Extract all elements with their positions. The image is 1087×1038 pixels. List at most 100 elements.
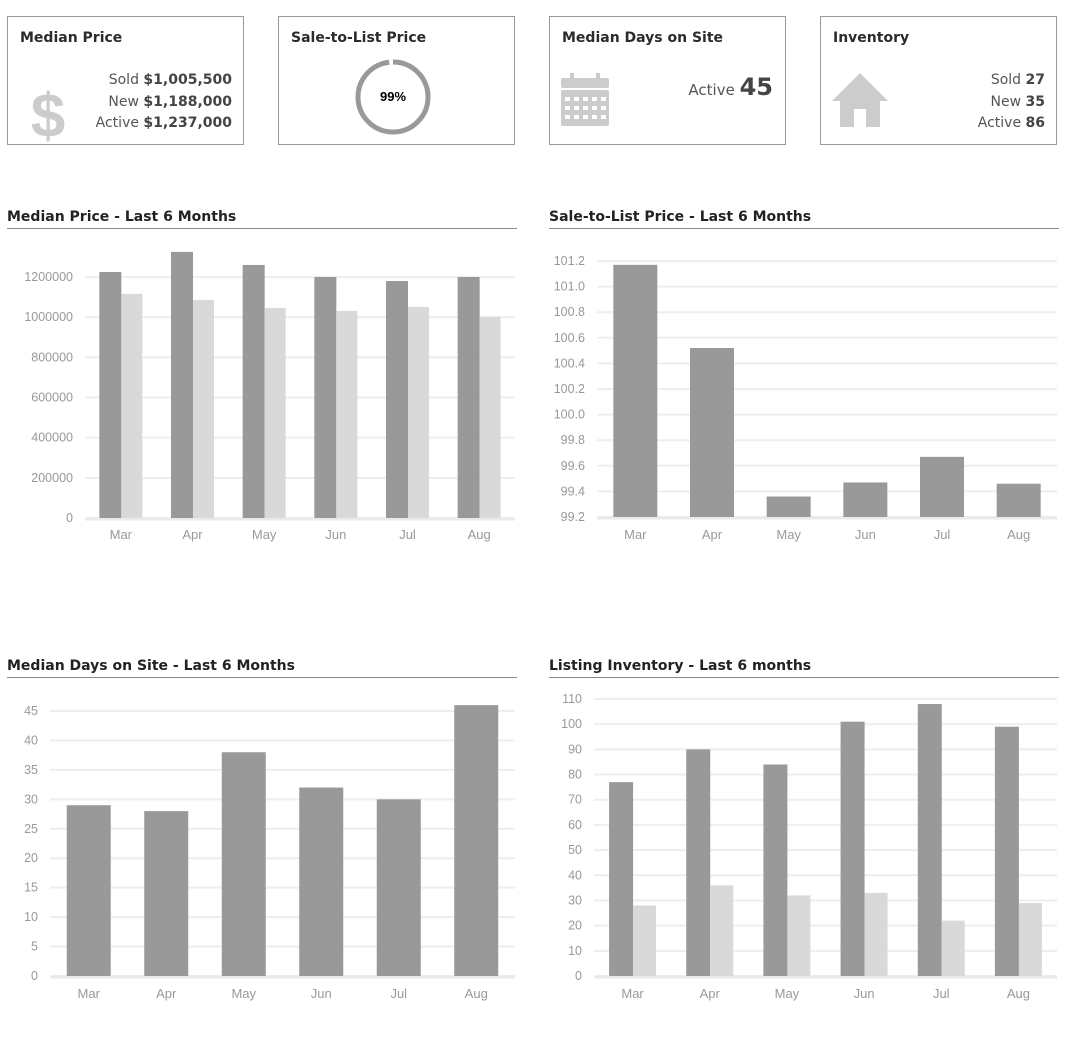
bar-light-mar [121,293,143,518]
y-tick-label: 99.4 [561,484,585,498]
y-tick-label: 100.0 [554,408,585,422]
y-tick-label: 101.0 [554,280,585,294]
listing-inventory-chart: Listing Inventory - Last 6 months 0 10 20 3… [549,658,1059,1028]
median-price-chart: Median Price - Last 6 Months 0 200000 4000… [7,209,517,569]
y-tick-label: 0 [31,969,38,983]
bar-light-apr [710,885,734,976]
x-tick-label: Mar [78,986,101,1001]
x-tick-label: May [776,527,801,542]
y-tick-label: 100.6 [554,331,585,345]
chart-title: Sale-to-List Price - Last 6 Months [549,209,1059,229]
x-tick-label: Jul [399,527,416,542]
bar-light-may [264,307,286,518]
sale-to-list-chart: Sale-to-List Price - Last 6 Months 99.2 9… [549,209,1059,569]
bar-dark-mar [99,271,122,518]
bar-dark-jun [299,787,344,976]
x-tick-label: Apr [700,986,721,1001]
y-tick-label: 90 [568,742,582,756]
y-tick-label: 99.6 [561,459,585,473]
y-tick-label: 1000000 [24,310,73,324]
bar-dark-jul [920,456,964,517]
chart-title: Median Days on Site - Last 6 Months [7,658,517,678]
chart-title: Median Price - Last 6 Months [7,209,517,229]
bar-light-aug [479,316,501,518]
bar-dark-mar [66,805,111,976]
calendar-icon [561,73,609,126]
inventory-card: Inventory Sold 27 New 35 Active 86 [820,16,1057,145]
y-tick-label: 70 [568,793,582,807]
new-count-row: New 35 [990,93,1045,110]
bar-light-jun [336,310,358,518]
y-tick-label: 50 [568,843,582,857]
new-price-row: New $1,188,000 [108,93,232,110]
bar-light-jun [864,892,888,976]
x-tick-label: May [231,986,256,1001]
bar-dark-may [766,496,811,517]
x-tick-label: Jul [933,986,950,1001]
svg-text:$: $ [31,85,65,143]
y-tick-label: 200000 [31,471,73,485]
bar-dark-aug [454,705,499,976]
x-tick-label: May [252,527,277,542]
sale-to-list-card: Sale-to-List Price 99% [278,16,515,145]
x-tick-label: Apr [702,527,723,542]
sold-price-row: Sold $1,005,500 [108,72,232,88]
y-tick-label: 0 [66,511,73,525]
card-title: Median Price [20,30,123,46]
bar-dark-aug [994,726,1019,976]
y-tick-label: 10 [24,910,38,924]
x-tick-label: Mar [110,527,133,542]
bar-dark-mar [609,782,634,976]
bar-dark-jun [314,277,337,518]
x-tick-label: Jun [311,986,332,1001]
y-tick-label: 800000 [31,350,73,364]
y-tick-label: 100.4 [554,356,585,370]
bar-light-apr [193,299,214,518]
median-price-card: Median Price $ Sold $1,005,500 New $1,18… [7,16,244,145]
y-tick-label: 110 [562,692,582,706]
y-tick-label: 40 [24,733,38,747]
y-tick-label: 15 [24,881,38,895]
x-tick-label: Mar [624,527,647,542]
y-tick-label: 45 [24,704,38,718]
y-tick-label: 20 [24,851,38,865]
y-tick-label: 101.2 [554,254,585,268]
bar-dark-jun [840,721,865,976]
x-tick-label: Aug [1007,527,1030,542]
active-days: Active 45 [688,73,773,101]
bar-light-aug [1018,902,1042,976]
y-tick-label: 30 [24,792,38,806]
x-tick-label: Apr [156,986,177,1001]
bar-dark-mar [613,264,658,517]
bar-dark-jul [376,799,421,976]
bar-light-mar [633,905,657,976]
y-tick-label: 5 [31,940,38,954]
card-title: Inventory [833,30,910,46]
y-tick-label: 0 [575,969,582,983]
bar-dark-aug [996,483,1041,517]
x-tick-label: Aug [1007,986,1030,1001]
y-tick-label: 100 [561,717,582,731]
days-on-site-card: Median Days on Site Active 45 [549,16,786,145]
bar-dark-apr [690,348,734,517]
bar-light-jul [941,920,965,976]
active-count-row: Active 86 [977,115,1045,131]
bar-dark-apr [171,251,193,519]
x-tick-label: Jun [325,527,346,542]
percent-ring: 99% [355,59,431,135]
y-tick-label: 25 [24,822,38,836]
bar-light-may [787,895,811,976]
y-tick-label: 20 [568,919,582,933]
card-title: Sale-to-List Price [291,30,427,46]
y-tick-label: 35 [24,763,38,777]
y-tick-label: 30 [568,893,582,907]
active-price-row: Active $1,237,000 [95,115,232,131]
x-tick-label: Aug [468,527,491,542]
y-tick-label: 600000 [31,391,73,405]
x-tick-label: Jun [855,527,876,542]
y-tick-label: 10 [568,944,582,958]
x-tick-label: May [775,986,800,1001]
y-tick-label: 100.8 [554,305,585,319]
house-icon [832,73,888,127]
bar-dark-may [221,752,266,976]
